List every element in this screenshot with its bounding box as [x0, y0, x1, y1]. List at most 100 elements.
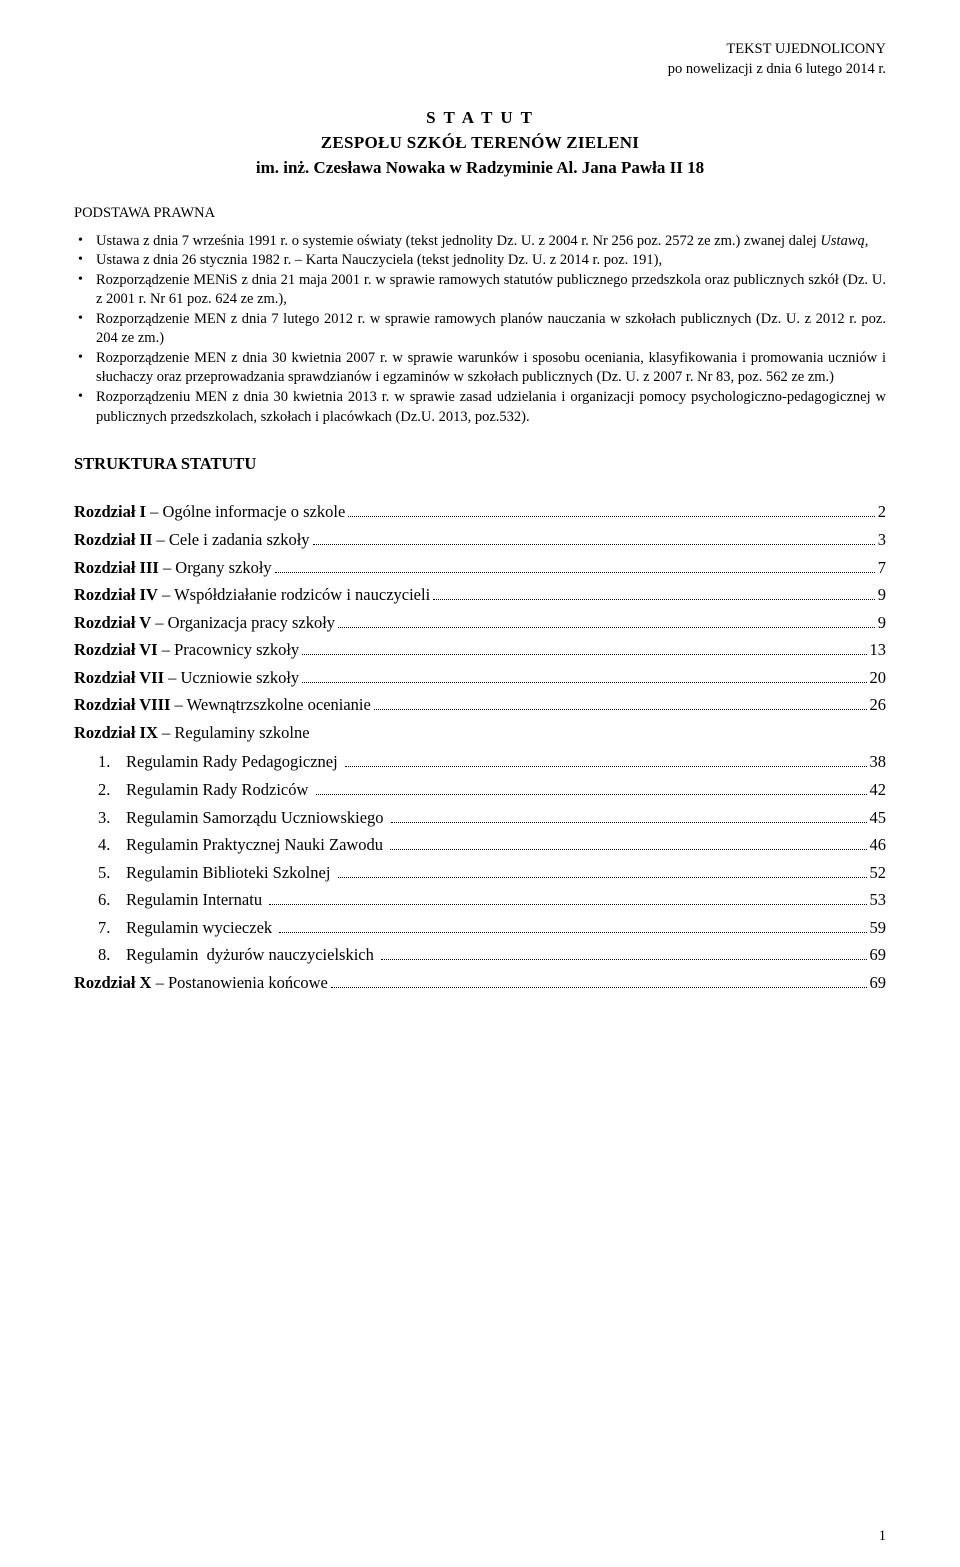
structure-heading: STRUKTURA STATUTU [74, 453, 886, 475]
toc-chapter-number: Rozdział III [74, 555, 159, 581]
legal-basis-heading: PODSTAWA PRAWNA [74, 204, 886, 224]
toc-dots [302, 639, 866, 656]
toc-sub-label: Regulamin Rady Pedagogicznej [126, 749, 342, 775]
toc-sub-number: 1. [98, 749, 126, 775]
toc-sub-row: 6.Regulamin Internatu 53 [98, 887, 886, 913]
toc-page-number: 20 [870, 665, 887, 691]
toc-chapter-title: – Postanowienia końcowe [151, 970, 327, 996]
toc-row: Rozdział II – Cele i zadania szkoły 3 [74, 527, 886, 553]
toc-dots [269, 889, 866, 906]
toc-sub-row: 1.Regulamin Rady Pedagogicznej 38 [98, 749, 886, 775]
toc-sub-row: 2.Regulamin Rady Rodziców 42 [98, 777, 886, 803]
toc-sub-label: Regulamin dyżurów nauczycielskich [126, 942, 378, 968]
toc-dots [381, 944, 866, 961]
legal-basis-item: Rozporządzenie MEN z dnia 30 kwietnia 20… [74, 349, 886, 388]
title-line3: im. inż. Czesława Nowaka w Radzyminie Al… [74, 157, 886, 180]
toc-sub-number: 4. [98, 832, 126, 858]
toc-row: Rozdział I – Ogólne informacje o szkole … [74, 499, 886, 525]
toc-sub-number: 7. [98, 915, 126, 941]
toc-sub-number: 3. [98, 805, 126, 831]
toc-dots [374, 694, 867, 711]
legal-basis-item: Rozporządzenie MENiS z dnia 21 maja 2001… [74, 271, 886, 310]
toc-dots [390, 833, 866, 850]
toc-dots [433, 583, 875, 600]
document-page: TEKST UJEDNOLICONY po nowelizacji z dnia… [0, 0, 960, 1567]
toc-sub-row: 4.Regulamin Praktycznej Nauki Zawodu 46 [98, 832, 886, 858]
toc-chapter-title: – Uczniowie szkoły [164, 665, 299, 691]
toc-page-number: 13 [870, 637, 887, 663]
toc-dots [279, 916, 866, 933]
toc-chapter-number: Rozdział VIII [74, 692, 170, 718]
toc-sub-label: Regulamin wycieczek [126, 915, 276, 941]
toc-dots [338, 611, 875, 628]
toc-chapter-title: – Ogólne informacje o szkole [146, 499, 345, 525]
toc-dots [345, 751, 867, 768]
toc-page-number: 52 [870, 860, 887, 886]
toc-row: Rozdział IX – Regulaminy szkolne [74, 720, 886, 746]
toc-page-number: 9 [878, 610, 886, 636]
toc-page-number: 7 [878, 555, 886, 581]
legal-basis-item: Rozporządzeniu MEN z dnia 30 kwietnia 20… [74, 388, 886, 427]
toc-chapter-number: Rozdział X [74, 970, 151, 996]
toc-row: Rozdział IV – Współdziałanie rodziców i … [74, 582, 886, 608]
toc-page-number: 38 [870, 749, 887, 775]
page-number: 1 [879, 1527, 886, 1547]
toc-chapter-title: – Wewnątrzszkolne ocenianie [170, 692, 370, 718]
toc-chapter-number: Rozdział VI [74, 637, 158, 663]
toc-row: Rozdział X – Postanowienia końcowe 69 [74, 970, 886, 996]
toc-sub-label: Regulamin Biblioteki Szkolnej [126, 860, 335, 886]
toc-dots [316, 778, 867, 795]
toc-chapter-title: – Organy szkoły [159, 555, 272, 581]
toc-chapter-title: – Regulaminy szkolne [158, 720, 310, 746]
toc-sub-number: 2. [98, 777, 126, 803]
header-line1: TEKST UJEDNOLICONY [726, 41, 886, 57]
toc-page-number: 46 [870, 832, 887, 858]
toc-sub-label: Regulamin Praktycznej Nauki Zawodu [126, 832, 387, 858]
toc-dots [275, 556, 875, 573]
toc-sub-row: 3.Regulamin Samorządu Uczniowskiego 45 [98, 805, 886, 831]
legal-basis-item: Ustawa z dnia 7 września 1991 r. o syste… [74, 232, 886, 252]
toc-page-number: 2 [878, 499, 886, 525]
toc-page-number: 69 [870, 942, 887, 968]
toc-page-number: 69 [870, 970, 887, 996]
title-line2: ZESPOŁU SZKÓŁ TERENÓW ZIELENI [74, 132, 886, 155]
toc-row: Rozdział VIII – Wewnątrzszkolne oceniani… [74, 692, 886, 718]
toc-dots [331, 971, 867, 988]
toc-sub-label: Regulamin Rady Rodziców [126, 777, 313, 803]
toc-dots [348, 501, 874, 518]
toc-sub-label: Regulamin Samorządu Uczniowskiego [126, 805, 388, 831]
legal-basis-item: Rozporządzenie MEN z dnia 7 lutego 2012 … [74, 310, 886, 349]
toc-page-number: 53 [870, 887, 887, 913]
toc-chapter-number: Rozdział IX [74, 720, 158, 746]
toc-chapter-number: Rozdział II [74, 527, 152, 553]
toc-dots [391, 806, 867, 823]
toc-page-number: 59 [870, 915, 887, 941]
toc-row: Rozdział VII – Uczniowie szkoły 20 [74, 665, 886, 691]
toc-page-number: 26 [870, 692, 887, 718]
toc-chapter-number: Rozdział I [74, 499, 146, 525]
toc-chapter-title: – Organizacja pracy szkoły [151, 610, 335, 636]
toc-block: Rozdział I – Ogólne informacje o szkole … [74, 499, 886, 995]
toc-sub-row: 8.Regulamin dyżurów nauczycielskich 69 [98, 942, 886, 968]
toc-dots [338, 861, 867, 878]
toc-sub-number: 8. [98, 942, 126, 968]
toc-sub-number: 5. [98, 860, 126, 886]
toc-sub-number: 6. [98, 887, 126, 913]
toc-chapter-title: – Cele i zadania szkoły [152, 527, 309, 553]
toc-page-number: 42 [870, 777, 887, 803]
toc-sub-row: 7.Regulamin wycieczek 59 [98, 915, 886, 941]
toc-sub-label: Regulamin Internatu [126, 887, 266, 913]
header-right-block: TEKST UJEDNOLICONY po nowelizacji z dnia… [74, 40, 886, 79]
toc-dots [302, 666, 866, 683]
header-line2: po nowelizacji z dnia 6 lutego 2014 r. [668, 61, 886, 77]
toc-chapter-number: Rozdział V [74, 610, 151, 636]
toc-dots [313, 528, 875, 545]
legal-basis-list: Ustawa z dnia 7 września 1991 r. o syste… [74, 232, 886, 428]
toc-row: Rozdział III – Organy szkoły 7 [74, 555, 886, 581]
toc-row: Rozdział V – Organizacja pracy szkoły 9 [74, 610, 886, 636]
toc-page-number: 9 [878, 582, 886, 608]
title-line1: S T A T U T [74, 107, 886, 130]
legal-basis-item: Ustawa z dnia 26 stycznia 1982 r. – Kart… [74, 251, 886, 271]
toc-chapter-number: Rozdział IV [74, 582, 158, 608]
toc-sublist: 1.Regulamin Rady Pedagogicznej 382.Regul… [98, 749, 886, 968]
